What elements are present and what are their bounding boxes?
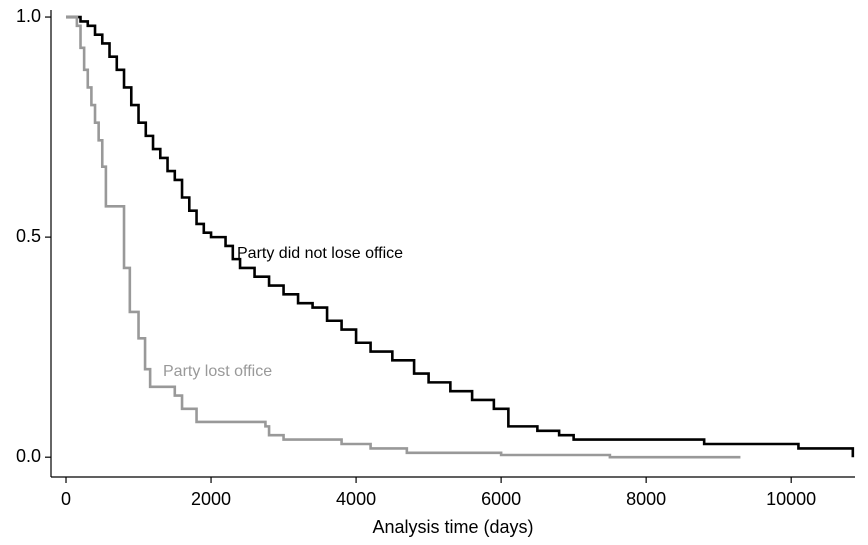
x-tick-label: 0 [61,489,71,509]
x-axis-title: Analysis time (days) [372,517,533,537]
x-tick-label: 2000 [191,489,231,509]
y-tick-label: 0.0 [16,446,41,466]
curve-label: Party did not lose office [237,245,403,262]
x-tick-label: 4000 [336,489,376,509]
x-tick-label: 8000 [626,489,666,509]
y-tick-label: 0.5 [16,226,41,246]
x-tick-label: 6000 [481,489,521,509]
x-tick-label: 10000 [766,489,816,509]
y-tick-label: 1.0 [16,6,41,26]
curve-label: Party lost office [163,363,272,380]
survival-curve [66,15,741,459]
survival-curve [66,15,855,458]
